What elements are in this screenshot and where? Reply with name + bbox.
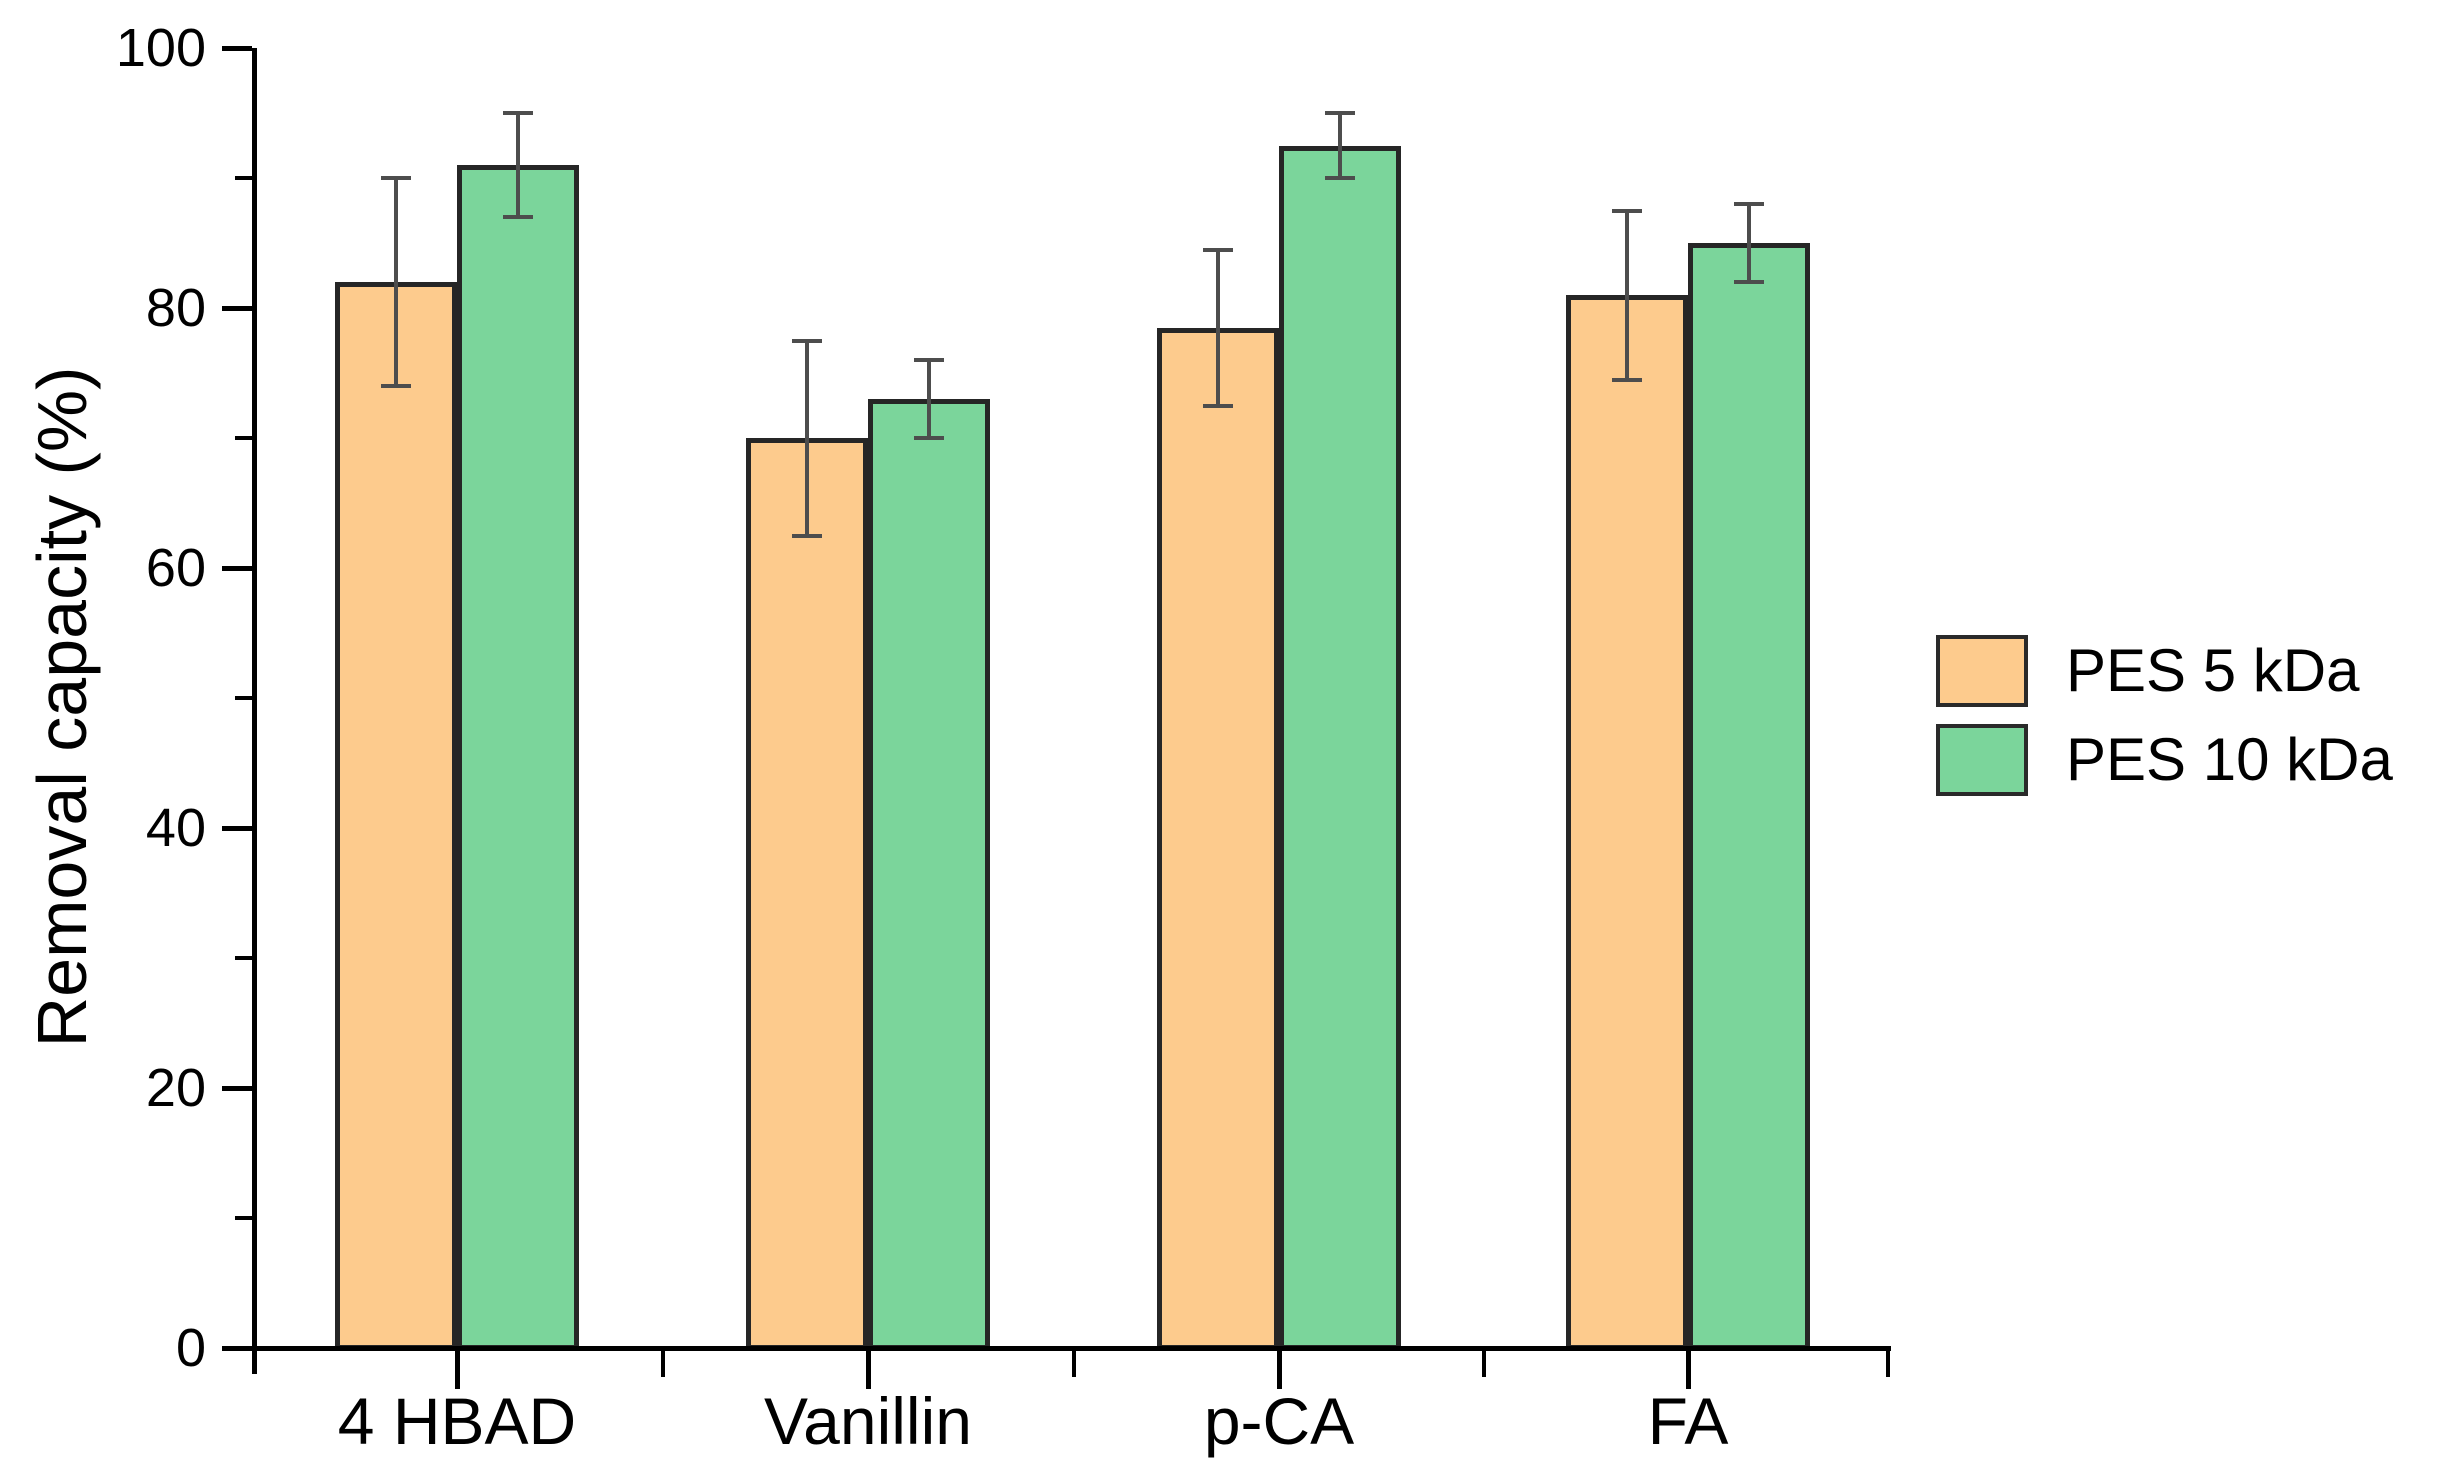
error-bar-cap [792, 533, 822, 538]
y-minor-tick-30 [235, 956, 252, 960]
error-bar-line [1216, 249, 1220, 406]
error-bar-line [1625, 210, 1629, 380]
error-bar-cap [1612, 377, 1642, 382]
x-minor-tick-1 [1071, 1351, 1076, 1377]
y-tick-label-20: 20 [145, 1058, 206, 1118]
legend-label-pes-10kda: PES 10 kDa [2066, 726, 2393, 793]
bar-pes-10-kda-0 [457, 165, 579, 1350]
bar-pes-5-kda-1 [746, 438, 868, 1350]
error-bar-cap [503, 215, 533, 219]
y-minor-tick-70 [235, 436, 252, 440]
error-bar-cap [1612, 208, 1642, 213]
x-minor-tick-2 [1481, 1351, 1486, 1377]
x-category-label-vanillin: Vanillin [764, 1384, 972, 1458]
y-tick-label-100: 100 [115, 18, 206, 78]
y-minor-tick-90 [235, 176, 252, 180]
y-minor-tick-10 [235, 1216, 252, 1220]
legend-item-pes-5kda: PES 5 kDa [1936, 635, 2359, 707]
y-major-tick-80 [222, 306, 252, 311]
error-bar-cap [792, 338, 822, 343]
x-category-label-fa: FA [1647, 1384, 1729, 1458]
error-bar-line [394, 178, 398, 386]
legend-swatch-pes-10kda [1936, 724, 2028, 796]
x-axis [252, 1346, 1891, 1351]
error-bar-line [927, 360, 931, 438]
y-major-tick-100 [222, 46, 252, 51]
x-major-tick-2 [1277, 1351, 1282, 1389]
y-tick-label-80: 80 [145, 278, 206, 338]
y-axis [252, 48, 257, 1374]
error-bar-cap [914, 358, 944, 362]
error-bar-line [1338, 113, 1342, 178]
x-category-label-p-ca: p-CA [1203, 1384, 1355, 1458]
y-tick-label-0: 0 [175, 1318, 206, 1378]
error-bar-cap [914, 436, 944, 440]
x-major-tick-1 [866, 1351, 871, 1389]
y-tick-label-40: 40 [145, 798, 206, 858]
error-bar-cap [1325, 111, 1355, 115]
y-major-tick-0 [222, 1346, 252, 1351]
y-major-tick-40 [222, 826, 252, 831]
y-tick-label-60: 60 [145, 538, 206, 598]
y-major-tick-60 [222, 566, 252, 571]
error-bar-line [805, 340, 809, 536]
error-bar-cap [1203, 403, 1233, 408]
bar-pes-5-kda-3 [1566, 295, 1688, 1350]
bar-pes-10-kda-1 [868, 399, 990, 1350]
error-bar-cap [381, 176, 411, 180]
x-axis-end-tick [1886, 1351, 1890, 1377]
error-bar-cap [1325, 176, 1355, 180]
error-bar-cap [381, 384, 411, 388]
legend-item-pes-10kda: PES 10 kDa [1936, 724, 2393, 796]
x-major-tick-3 [1686, 1351, 1691, 1389]
bar-pes-10-kda-3 [1688, 243, 1810, 1350]
x-category-label-4-hbad: 4 HBAD [337, 1384, 577, 1458]
error-bar-cap [1203, 247, 1233, 252]
legend-swatch-pes-5kda [1936, 635, 2028, 707]
y-axis-title: Removal capacity (%) [23, 366, 101, 1048]
bar-pes-10-kda-2 [1279, 145, 1401, 1350]
error-bar-cap [503, 111, 533, 115]
x-minor-tick-0 [660, 1351, 665, 1377]
error-bar-line [516, 113, 520, 217]
legend-label-pes-5kda: PES 5 kDa [2066, 637, 2360, 704]
y-minor-tick-50 [235, 696, 252, 700]
error-bar-cap [1734, 202, 1764, 206]
bar-pes-5-kda-0 [335, 282, 457, 1350]
error-bar-cap [1734, 280, 1764, 284]
error-bar-line [1747, 204, 1751, 282]
y-major-tick-20 [222, 1086, 252, 1091]
x-major-tick-0 [455, 1351, 460, 1389]
bar-pes-5-kda-2 [1157, 327, 1279, 1350]
